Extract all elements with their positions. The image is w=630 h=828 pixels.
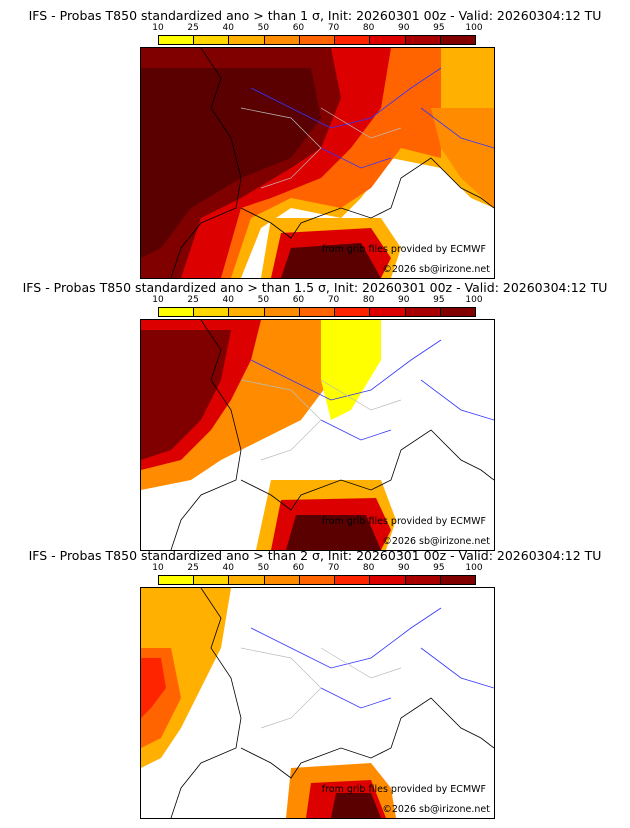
colorbar-tick-label: 90	[398, 563, 410, 573]
borders	[240, 107, 402, 189]
coastline	[170, 320, 494, 550]
colorbar-tick-label: 70	[327, 563, 340, 573]
colorbar-tick-label: 70	[327, 23, 340, 33]
map-field	[141, 588, 494, 818]
colorbar-segment	[405, 308, 441, 316]
colorbar-tick-label: 70	[327, 295, 340, 305]
colorbar-segment	[299, 36, 336, 44]
panel-title: IFS - Probas T850 standardized ano > tha…	[28, 548, 602, 563]
colorbar-segment	[194, 576, 230, 584]
colorbar-segment	[370, 308, 406, 316]
colorbar-segment	[440, 308, 475, 316]
colorbar-segment	[335, 308, 371, 316]
colorbar-tick-label: 10	[152, 563, 164, 573]
colorbar-tick-label: 80	[362, 563, 375, 573]
rivers	[250, 339, 494, 441]
source-credit: from grib files provided by ECMWF	[321, 784, 486, 795]
probability-contour	[281, 243, 381, 278]
map-field	[141, 48, 494, 278]
probability-contour	[141, 68, 321, 258]
colorbar-tick-label: 80	[362, 23, 375, 33]
copyright-credit: ©2026 sb@irizone.net	[382, 264, 490, 275]
colorbar-tick-label: 10	[152, 23, 164, 33]
forecast-panel: IFS - Probas T850 standardized ano > tha…	[0, 0, 630, 279]
colorbar-tick-label: 50	[257, 295, 270, 305]
colorbar-segment	[229, 308, 265, 316]
colorbar-segment	[229, 36, 265, 44]
colorbar-segment	[299, 308, 336, 316]
probability-contour	[431, 108, 494, 208]
colorbar-tick-label: 95	[433, 563, 445, 573]
colorbar-tick-label: 50	[257, 23, 270, 33]
colorbar-segment	[229, 576, 265, 584]
colorbar-segment	[264, 308, 300, 316]
colorbar-segment	[299, 576, 336, 584]
colorbar-segment	[194, 308, 230, 316]
colorbar-tick-label: 95	[433, 295, 445, 305]
colorbar-tick-label: 90	[398, 23, 410, 33]
colorbar-tick-label: 40	[222, 563, 234, 573]
colorbar-tick-label: 25	[187, 563, 199, 573]
rivers	[250, 67, 494, 169]
source-credit: from grib files provided by ECMWF	[321, 244, 486, 255]
colorbar-tick-label: 25	[187, 23, 199, 33]
colorbar	[158, 35, 476, 45]
colorbar-tick-label: 25	[187, 295, 199, 305]
panel-title: IFS - Probas T850 standardized ano > tha…	[22, 280, 608, 295]
colorbar-segment	[370, 576, 406, 584]
colorbar-segment	[440, 576, 475, 584]
colorbar-tick-label: 100	[465, 563, 483, 573]
colorbar-tick-label: 50	[257, 563, 270, 573]
colorbar-tick-label: 10	[152, 295, 164, 305]
panel-title: IFS - Probas T850 standardized ano > tha…	[28, 8, 602, 23]
colorbar-segment	[264, 36, 300, 44]
coastline	[170, 588, 494, 818]
colorbar-ticks: 10 25 40 50 60 70 80 90 95 100	[152, 23, 482, 33]
rivers	[250, 607, 494, 709]
probability-contour	[321, 320, 381, 420]
probability-map: from grib files provided by ECMWF ©2026 …	[140, 47, 495, 279]
coastline	[170, 48, 494, 278]
colorbar-segment	[405, 36, 441, 44]
borders	[240, 647, 402, 729]
copyright-credit: ©2026 sb@irizone.net	[382, 804, 490, 815]
colorbar-segment	[335, 36, 371, 44]
colorbar-segment	[440, 36, 475, 44]
probability-contour	[141, 330, 231, 460]
colorbar	[158, 575, 476, 585]
probability-map: from grib files provided by ECMWF ©2026 …	[140, 587, 495, 819]
colorbar-tick-label: 95	[433, 23, 445, 33]
colorbar-ticks: 10 25 40 50 60 70 80 90 95 100	[152, 563, 482, 573]
copyright-credit: ©2026 sb@irizone.net	[382, 536, 490, 547]
colorbar-tick-label: 40	[222, 295, 234, 305]
colorbar-tick-label: 60	[292, 563, 305, 573]
colorbar-segment	[335, 576, 371, 584]
probability-contour	[331, 793, 381, 818]
map-field	[141, 320, 494, 550]
colorbar-tick-label: 100	[465, 295, 483, 305]
colorbar-segment	[159, 36, 195, 44]
colorbar-tick-label: 60	[292, 23, 305, 33]
borders	[240, 379, 402, 461]
colorbar-segment	[159, 576, 195, 584]
colorbar-tick-label: 60	[292, 295, 305, 305]
probability-contour	[286, 515, 381, 550]
colorbar-segment	[159, 308, 195, 316]
forecast-panel: IFS - Probas T850 standardized ano > tha…	[0, 272, 630, 551]
source-credit: from grib files provided by ECMWF	[321, 516, 486, 527]
colorbar-tick-label: 100	[465, 23, 483, 33]
colorbar-segment	[405, 576, 441, 584]
probability-contour	[141, 658, 166, 718]
probability-map: from grib files provided by ECMWF ©2026 …	[140, 319, 495, 551]
colorbar-tick-label: 90	[398, 295, 410, 305]
colorbar-segment	[370, 36, 406, 44]
forecast-panel: IFS - Probas T850 standardized ano > tha…	[0, 540, 630, 819]
colorbar-tick-label: 40	[222, 23, 234, 33]
colorbar	[158, 307, 476, 317]
colorbar-segment	[264, 576, 300, 584]
colorbar-tick-label: 80	[362, 295, 375, 305]
colorbar-segment	[194, 36, 230, 44]
colorbar-ticks: 10 25 40 50 60 70 80 90 95 100	[152, 295, 482, 305]
